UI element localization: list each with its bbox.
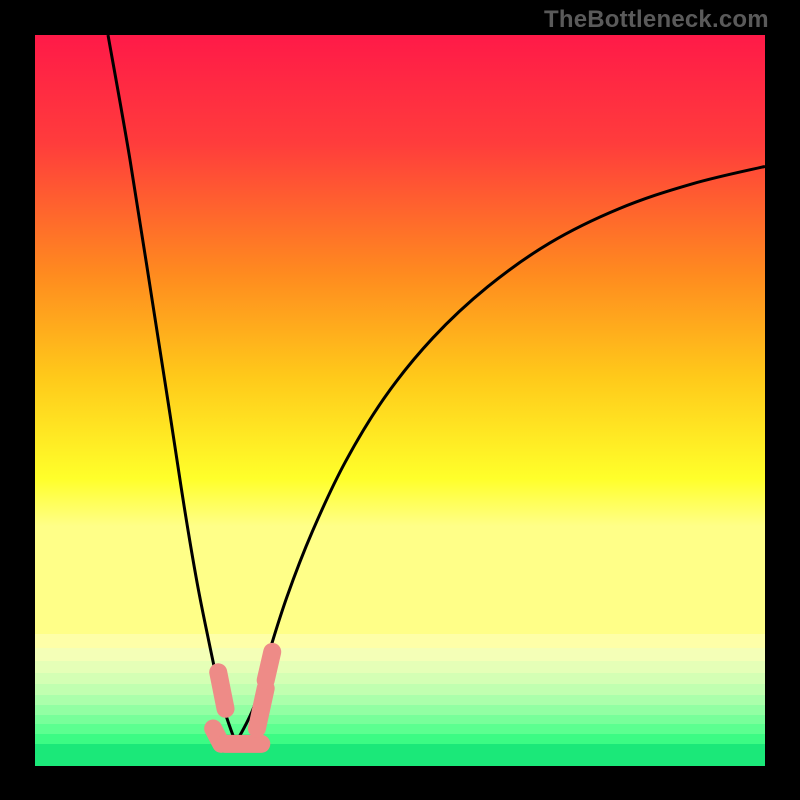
watermark-label: TheBottleneck.com (544, 6, 769, 34)
plot-area (35, 35, 765, 765)
highlight-lozenge (218, 672, 225, 709)
highlight-lozenge (257, 688, 266, 728)
curve-overlay (35, 35, 765, 765)
chart-canvas: TheBottleneck.com (0, 0, 800, 800)
highlight-lozenge (266, 652, 273, 680)
curve-segment (108, 35, 236, 743)
curve-segment (236, 166, 765, 743)
